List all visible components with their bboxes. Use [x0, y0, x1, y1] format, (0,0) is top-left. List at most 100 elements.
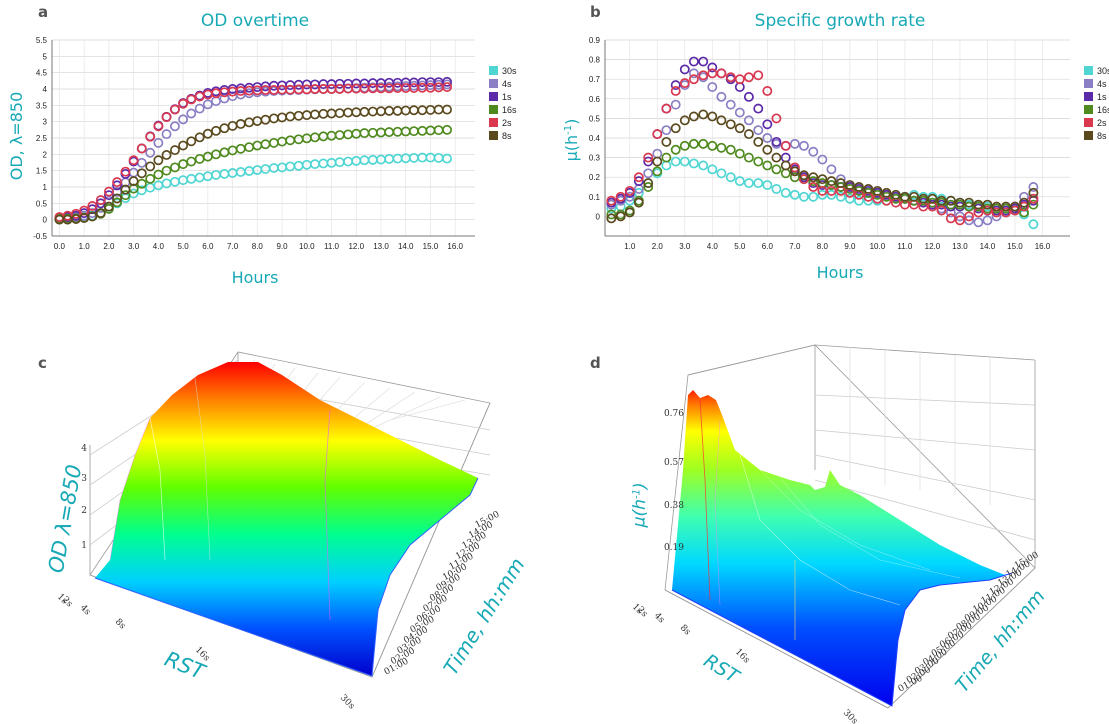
- data-point-30s: [194, 172, 205, 183]
- data-point-4s: [817, 154, 828, 165]
- data-point-4s: [169, 121, 180, 132]
- data-point-8s: [826, 176, 837, 187]
- data-point-4s: [688, 68, 699, 79]
- y-tick-label: 3.5: [36, 101, 48, 110]
- data-point-8s: [359, 106, 370, 117]
- y-tick-label: 0: [596, 212, 601, 221]
- data-point-16s: [153, 169, 164, 180]
- legend-swatch-8s: [1084, 131, 1093, 140]
- data-point-8s: [991, 201, 1002, 212]
- legend-label-8s: 8s: [1097, 131, 1107, 141]
- y-tick-label: 0.2: [589, 173, 601, 182]
- data-point-8s: [103, 201, 114, 212]
- y-tick-label: 3: [43, 118, 48, 127]
- data-point-8s: [606, 213, 617, 224]
- data-point-8s: [771, 152, 782, 163]
- data-point-4s: [153, 137, 164, 148]
- data-point-2s: [670, 86, 681, 96]
- x-tick-label: 7.0: [227, 242, 239, 251]
- data-point-8s: [890, 189, 901, 200]
- data-point-16s: [145, 173, 156, 184]
- data-point-8s: [318, 108, 329, 119]
- data-point-1s: [698, 56, 709, 67]
- data-point-8s: [624, 207, 635, 218]
- data-point-2s: [87, 200, 98, 211]
- data-point-30s: [780, 187, 791, 198]
- data-point-8s: [688, 111, 699, 122]
- y-tick-label: 0.1: [589, 193, 601, 202]
- legend-swatch-16s: [489, 105, 498, 114]
- data-point-16s: [826, 180, 837, 190]
- x-tick-label: 8.0: [252, 242, 264, 251]
- data-point-30s: [854, 195, 864, 206]
- data-point-2s: [771, 113, 782, 124]
- data-point-16s: [260, 139, 271, 150]
- data-point-8s: [334, 108, 345, 119]
- data-point-2s: [725, 72, 736, 83]
- data-point-30s: [145, 182, 156, 193]
- data-point-16s: [120, 190, 131, 201]
- x-tick-label: 0.0: [54, 242, 66, 251]
- data-point-8s: [789, 166, 800, 177]
- y-tick-label: 4: [43, 85, 48, 94]
- data-point-30s: [661, 160, 672, 171]
- data-point-30s: [310, 159, 320, 170]
- data-point-2s: [442, 82, 452, 92]
- y-tick-label: 0.9: [589, 36, 601, 45]
- z-tick-label: 0.19: [664, 543, 684, 553]
- data-point-30s: [771, 184, 782, 194]
- x-tick-label: 7.0: [789, 242, 801, 251]
- panel-label-d: d: [590, 354, 601, 372]
- data-point-16s: [169, 162, 180, 173]
- data-point-8s: [112, 193, 123, 204]
- data-point-2s: [954, 215, 965, 226]
- legend-swatch-30s: [1084, 66, 1093, 75]
- data-point-30s: [417, 152, 428, 163]
- data-point-4s: [964, 215, 974, 226]
- data-point-16s: [789, 172, 800, 183]
- data-point-2s: [643, 152, 654, 163]
- data-point-8s: [725, 119, 736, 130]
- data-point-1s: [771, 136, 782, 147]
- data-point-4s: [194, 103, 205, 114]
- data-point-2s: [964, 211, 974, 222]
- y-tick-label: 0.6: [589, 95, 601, 104]
- data-point-30s: [707, 164, 718, 175]
- data-point-30s: [260, 164, 271, 174]
- data-point-16s: [964, 201, 974, 212]
- data-point-16s: [161, 165, 172, 176]
- data-point-8s: [1010, 201, 1020, 212]
- data-point-1s: [442, 76, 452, 87]
- x-tick-label: 16.0: [1035, 242, 1051, 251]
- x-tick-label: 8s: [678, 623, 693, 638]
- data-point-4s: [643, 168, 654, 179]
- y-tick-label: 2: [43, 150, 48, 159]
- data-point-2s: [789, 162, 800, 173]
- x-tick-label: 13.0: [952, 242, 968, 251]
- data-point-16s: [285, 135, 296, 146]
- x-tick-label: 8.0: [817, 242, 829, 251]
- data-point-30s: [384, 153, 395, 164]
- data-point-8s: [95, 208, 106, 219]
- data-point-2s: [679, 78, 690, 89]
- z-tick-label: 1: [81, 541, 87, 551]
- data-point-8s: [707, 111, 718, 122]
- data-point-30s: [235, 167, 246, 177]
- data-point-16s: [606, 209, 617, 220]
- data-point-2s: [128, 155, 139, 166]
- data-point-16s: [643, 182, 654, 192]
- data-point-16s: [844, 184, 855, 194]
- data-point-4s: [716, 91, 727, 102]
- data-point-2s: [624, 185, 635, 196]
- data-point-4s: [161, 129, 172, 140]
- data-point-16s: [872, 189, 883, 200]
- data-point-2s: [606, 195, 617, 206]
- data-point-2s: [1010, 205, 1020, 216]
- panel-label-c: c: [38, 354, 47, 372]
- data-point-8s: [169, 145, 180, 156]
- data-point-16s: [716, 142, 727, 153]
- data-point-4s: [670, 99, 681, 110]
- data-point-4s: [661, 125, 672, 136]
- data-point-8s: [268, 113, 279, 124]
